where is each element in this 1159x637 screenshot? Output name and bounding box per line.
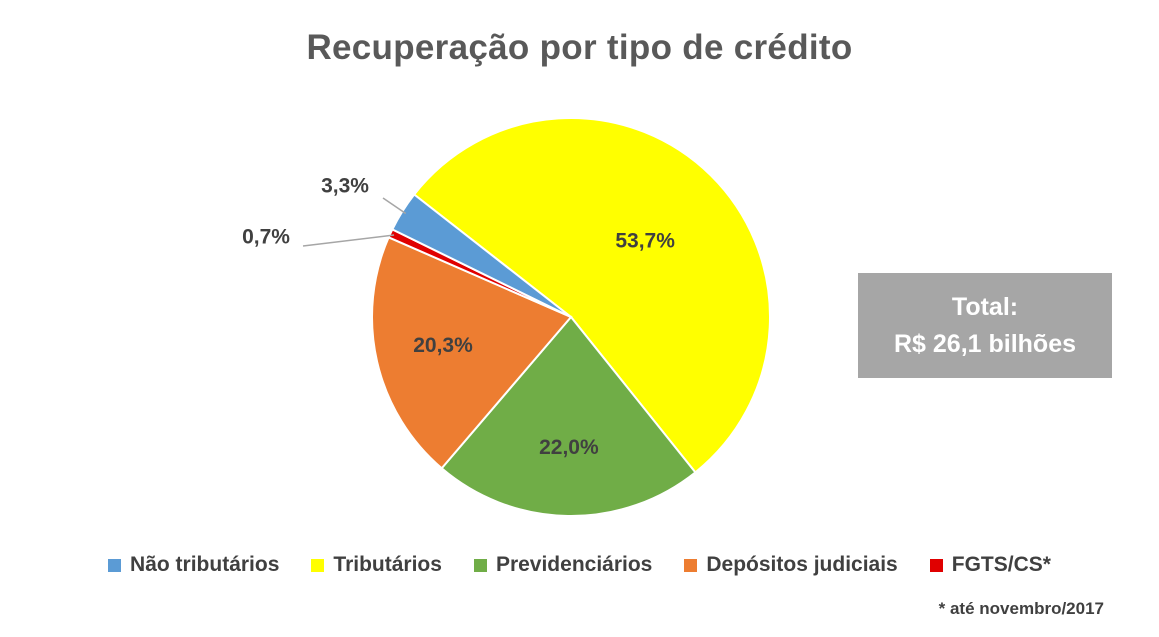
legend-label: Previdenciários xyxy=(495,553,653,576)
data-label-3: 20,3% xyxy=(413,334,473,357)
legend-label: Depósitos judiciais xyxy=(706,553,898,576)
pie-slice-1 xyxy=(412,117,771,474)
pie-slice-3 xyxy=(371,236,573,470)
data-label-4: 0,7% xyxy=(242,226,290,249)
legend-label: Não tributários xyxy=(130,553,280,576)
legend-swatch-icon xyxy=(311,558,325,572)
legend-swatch-icon xyxy=(929,558,943,572)
leader-line-4 xyxy=(302,234,395,247)
legend-label: Tributários xyxy=(333,553,442,576)
legend-item-tributarios: Tributários xyxy=(311,553,442,577)
legend-item-nao-tributarios: Não tributários xyxy=(108,553,279,577)
legend-swatch-icon xyxy=(108,558,122,572)
chart-title: Recuperação por tipo de crédito xyxy=(306,28,853,67)
legend-swatch-icon xyxy=(684,558,698,572)
legend: Não tributários Tributários Previdenciár… xyxy=(0,553,1159,577)
total-box: Total: R$ 26,1 bilhões xyxy=(858,273,1112,378)
data-label-0: 3,3% xyxy=(321,175,369,198)
legend-item-previdenciarios: Previdenciários xyxy=(473,553,653,577)
data-label-1: 53,7% xyxy=(615,230,675,253)
legend-label: FGTS/CS* xyxy=(951,553,1051,576)
leader-line-0 xyxy=(382,197,407,215)
total-box-value: R$ 26,1 bilhões xyxy=(893,329,1077,358)
legend-swatch-icon xyxy=(473,558,487,572)
legend-item-depositos-judiciais: Depósitos judiciais xyxy=(684,553,898,577)
data-label-2: 22,0% xyxy=(539,436,599,459)
footnote: * até novembro/2017 xyxy=(938,599,1104,618)
legend-item-fgts-cs: FGTS/CS* xyxy=(929,553,1051,577)
pie-slice-2 xyxy=(440,315,697,517)
total-box-label: Total: xyxy=(951,293,1019,322)
